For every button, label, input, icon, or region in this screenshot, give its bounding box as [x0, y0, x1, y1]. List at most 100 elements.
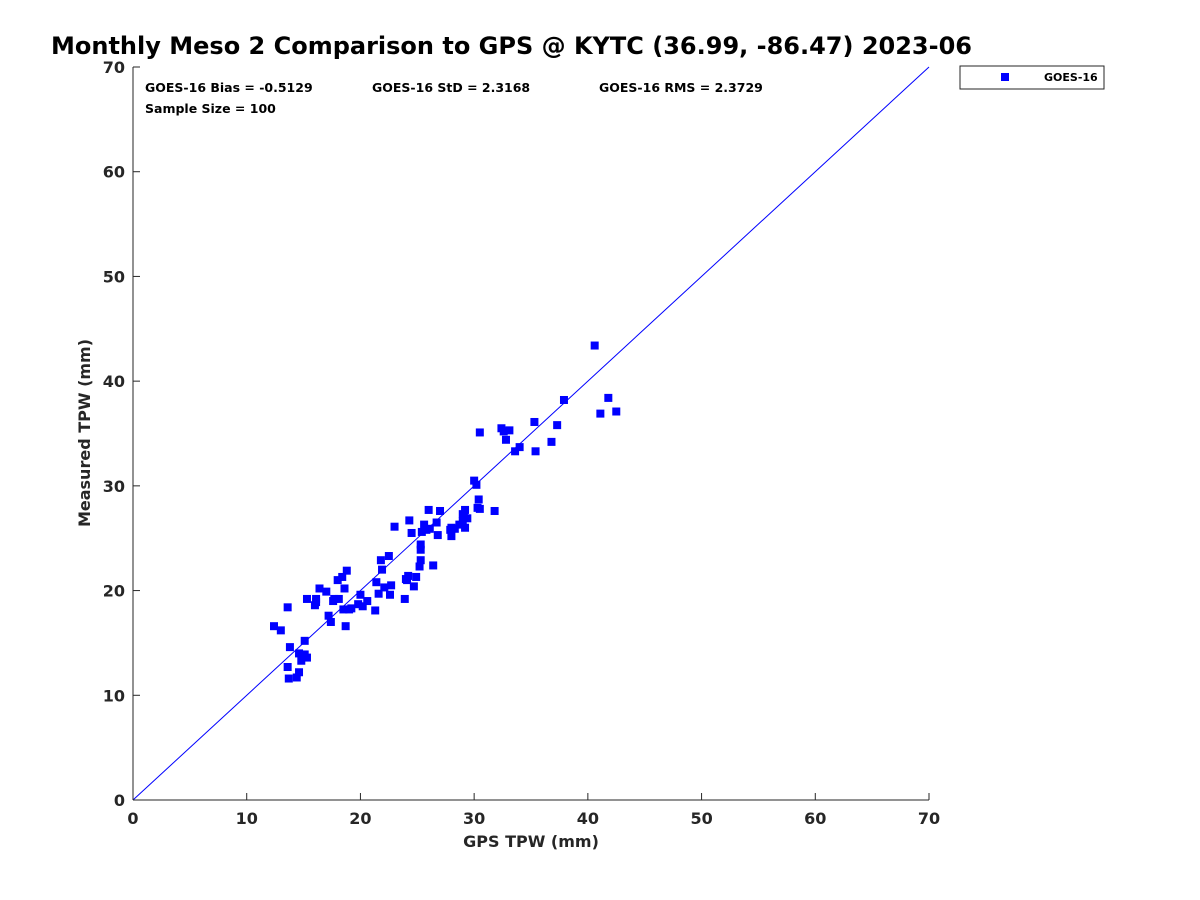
y-tick-label: 0	[114, 791, 125, 810]
data-point	[470, 476, 479, 485]
data-point	[315, 584, 324, 593]
data-point	[347, 604, 356, 613]
y-tick-label: 50	[103, 267, 125, 286]
data-point	[283, 603, 292, 612]
data-point	[342, 566, 351, 575]
bias-stat: GOES-16 Bias = -0.5129	[145, 80, 313, 95]
data-point	[596, 409, 605, 418]
x-tick-label: 10	[236, 809, 258, 828]
data-point	[458, 517, 467, 526]
data-point	[284, 674, 293, 683]
data-point	[354, 600, 363, 609]
legend-marker	[1001, 73, 1009, 81]
data-point	[405, 516, 414, 525]
data-point	[285, 643, 294, 652]
legend-box	[959, 65, 1105, 90]
data-point	[380, 583, 389, 592]
data-point	[340, 584, 349, 593]
data-point	[302, 594, 311, 603]
data-point	[425, 524, 434, 533]
data-point	[415, 562, 424, 571]
statistics-annotation: GOES-16 Bias = -0.5129 GOES-16 StD = 2.3…	[145, 80, 763, 116]
data-point	[461, 523, 470, 532]
data-point	[432, 518, 441, 527]
data-point	[390, 522, 399, 531]
legend-label: GOES-16	[1044, 71, 1098, 84]
data-point	[424, 505, 433, 514]
data-point	[387, 581, 396, 590]
data-point	[324, 611, 333, 620]
data-point	[300, 636, 309, 645]
data-point	[458, 510, 467, 519]
data-point	[363, 597, 372, 606]
data-point	[463, 514, 472, 523]
data-point	[407, 528, 416, 537]
data-point	[559, 395, 568, 404]
data-point	[384, 552, 393, 561]
x-tick-label: 70	[918, 809, 940, 828]
data-point	[416, 540, 425, 549]
data-point	[297, 656, 306, 665]
data-point	[295, 668, 304, 677]
data-point	[276, 626, 285, 635]
plot-area: 0 10 20 30 40 50 60 70 0 10 20 30 40 50 60 70	[103, 58, 940, 828]
data-point	[292, 673, 301, 682]
data-point	[515, 443, 524, 452]
data-point	[472, 480, 481, 489]
y-axis-ticks: 0 10 20 30 40 50 60 70	[103, 58, 140, 810]
std-stat: GOES-16 StD = 2.3168	[372, 80, 530, 95]
y-tick-label: 60	[103, 163, 125, 182]
data-point	[338, 572, 347, 581]
data-point	[590, 341, 599, 350]
data-point	[416, 545, 425, 554]
data-point	[416, 556, 425, 565]
x-axis-label: GPS TPW (mm)	[463, 832, 599, 851]
data-point	[403, 576, 412, 585]
data-point	[371, 606, 380, 615]
data-point	[547, 437, 556, 446]
data-point	[322, 587, 331, 596]
data-point	[302, 653, 311, 662]
data-point	[334, 594, 343, 603]
data-point	[374, 589, 383, 598]
data-point	[376, 556, 385, 565]
data-point	[372, 578, 381, 587]
rms-stat: GOES-16 RMS = 2.3729	[599, 80, 763, 95]
data-point	[358, 602, 367, 611]
x-tick-label: 20	[349, 809, 371, 828]
chart-title: Monthly Meso 2 Comparison to GPS @ KYTC …	[51, 32, 972, 60]
data-point	[553, 421, 562, 430]
y-tick-label: 40	[103, 372, 125, 391]
data-point	[612, 407, 621, 416]
data-point	[295, 649, 304, 658]
data-point	[400, 594, 409, 603]
data-point	[356, 590, 365, 599]
data-point	[429, 561, 438, 570]
x-tick-label: 60	[804, 809, 826, 828]
data-point	[447, 523, 456, 532]
data-point	[475, 504, 484, 513]
data-point	[433, 531, 442, 540]
data-point	[330, 594, 339, 603]
data-point	[270, 622, 279, 631]
data-point	[511, 447, 520, 456]
data-point	[420, 520, 429, 529]
data-point	[461, 505, 470, 514]
data-point	[474, 495, 483, 504]
data-point	[499, 427, 508, 436]
data-point	[436, 506, 445, 515]
data-point	[378, 565, 387, 574]
y-tick-label: 70	[103, 58, 125, 77]
data-point	[412, 572, 421, 581]
x-tick-label: 0	[127, 809, 138, 828]
data-point	[312, 598, 321, 607]
data-point	[341, 622, 350, 631]
x-tick-label: 30	[463, 809, 485, 828]
data-point	[531, 447, 540, 456]
sample-size-stat: Sample Size = 100	[145, 101, 276, 116]
data-point	[409, 582, 418, 591]
data-point	[490, 506, 499, 515]
data-point	[385, 590, 394, 599]
data-point	[475, 428, 484, 437]
